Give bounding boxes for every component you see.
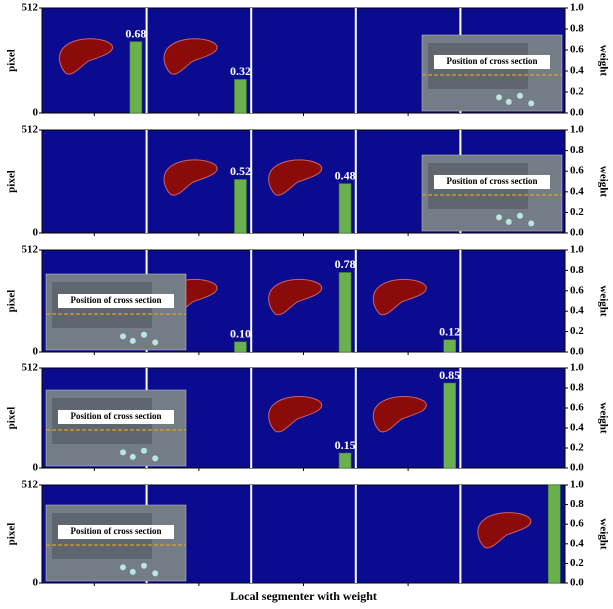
y-tick-label: 0 [33,462,39,474]
y2-tick-label: 1.0 [570,124,584,136]
inset-spot [141,448,147,454]
figure: 0 512 0.0 0.2 0.4 0.6 0.8 1.0 pixel weight 0.68 0.3… [0,0,613,609]
y2-tick-label: 0.8 [570,382,584,394]
y2-tick-label: 0.0 [570,462,584,474]
y2-axis-label: weight [597,166,609,198]
y2-tick-label: 0.4 [570,305,584,317]
weight-bar [548,485,560,583]
y-tick-label: 512 [22,362,39,374]
inset-label: Position of cross section [446,176,537,186]
weight-bar [130,42,142,113]
inset-label: Position of cross section [70,411,161,421]
y-axis-label: pixel [6,407,18,430]
y-tick-label: 512 [22,124,39,136]
inset-spot [141,332,147,338]
weight-bar [234,179,246,233]
inset-spot [152,455,158,461]
value-label: 0.68 [125,26,146,40]
inset-spot [120,564,126,570]
weight-bar [444,340,456,352]
y2-axis-label: weight [597,518,609,550]
inset-spot [130,338,136,344]
inset-spot [496,94,502,100]
y2-tick-label: 0.6 [570,284,584,296]
weight-bar [339,184,351,233]
weight-bar [339,272,351,352]
y2-tick-label: 0.0 [570,227,584,239]
y2-tick-label: 0.2 [570,325,584,337]
y2-tick-label: 0.6 [570,518,584,530]
x-axis-label: Local segmenter with weight [230,589,377,603]
y2-axis-label: weight [597,285,609,317]
value-label: 0.12 [439,325,460,339]
inset-label: Position of cross section [70,295,161,305]
inset-spot [517,93,523,99]
inset-label: Position of cross section [446,56,537,66]
y2-tick-label: 0.8 [570,498,584,510]
y-tick-label: 0 [33,107,39,119]
y-tick-label: 512 [22,479,39,491]
inset-spot [528,100,534,106]
inset-spot [506,99,512,105]
y2-tick-label: 1.0 [570,479,584,491]
inset-spot [517,213,523,219]
y-axis-label: pixel [6,290,18,313]
inset-spot [506,219,512,225]
y2-tick-label: 0.4 [570,422,584,434]
y2-tick-label: 0.2 [570,206,584,218]
y2-tick-label: 0.2 [570,86,584,98]
y2-axis-label: weight [597,45,609,77]
y2-tick-label: 0.8 [570,144,584,156]
y2-tick-label: 0.4 [570,65,584,77]
weight-bar [444,383,456,468]
inset-spot [120,449,126,455]
value-label: 0.15 [335,438,356,452]
inset-spot [130,454,136,460]
inset-spot [130,569,136,575]
y-tick-label: 512 [22,2,39,14]
inset-spot [120,333,126,339]
inset-spot [141,563,147,569]
y2-tick-label: 0.6 [570,44,584,56]
y-tick-label: 0 [33,346,39,358]
y-tick-label: 512 [22,244,39,256]
value-label: 0.85 [439,368,460,382]
y2-tick-label: 0.4 [570,537,584,549]
y-axis-label: pixel [6,170,18,193]
inset-spot [152,570,158,576]
value-label: 0.78 [335,257,356,271]
y2-tick-label: 0.0 [570,107,584,119]
y2-tick-label: 0.0 [570,577,584,589]
value-label: 0.48 [335,168,356,182]
y2-tick-label: 1.0 [570,362,584,374]
y2-tick-label: 1.0 [570,2,584,14]
y2-tick-label: 1.0 [570,244,584,256]
y-tick-label: 0 [33,227,39,239]
inset-spot [528,220,534,226]
value-label: 1.0 [547,470,562,484]
inset-spot [152,339,158,345]
y2-tick-label: 0.0 [570,346,584,358]
y2-tick-label: 0.8 [570,23,584,35]
value-label: 0.10 [230,327,251,341]
y-tick-label: 0 [33,577,39,589]
y2-tick-label: 0.8 [570,264,584,276]
y2-tick-label: 0.6 [570,402,584,414]
inset-label: Position of cross section [70,526,161,536]
y2-tick-label: 0.2 [570,557,584,569]
y2-tick-label: 0.4 [570,185,584,197]
value-label: 0.52 [230,164,251,178]
weight-bar [234,79,246,113]
weight-bar [234,342,246,352]
y2-tick-label: 0.2 [570,442,584,454]
value-label: 0.32 [230,64,251,78]
weight-bar [339,453,351,468]
y2-tick-label: 0.6 [570,165,584,177]
inset-spot [496,214,502,220]
y-axis-label: pixel [6,49,18,72]
y-axis-label: pixel [6,523,18,546]
y2-axis-label: weight [597,402,609,434]
